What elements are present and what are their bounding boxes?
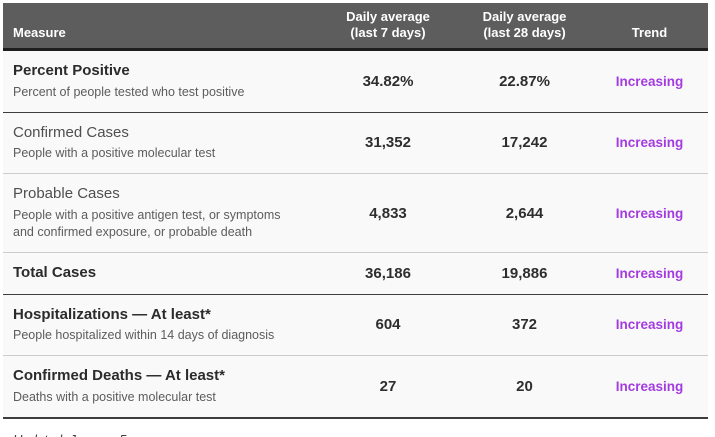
value-28day-avg: 19,886: [501, 264, 548, 282]
row-description: Deaths with a positive molecular test: [13, 389, 216, 404]
measure-cell: Confirmed Cases People with a positive m…: [3, 113, 318, 174]
measure-cell: Total Cases: [3, 253, 318, 294]
trend-value: Increasing: [615, 135, 684, 151]
value-7day-avg: 604: [375, 316, 401, 334]
measure-cell: Confirmed Deaths — At least* Deaths with…: [3, 356, 318, 417]
value-28day-avg: 22.87%: [499, 72, 550, 90]
table-body: Percent Positive Percent of people teste…: [3, 51, 708, 419]
value-28day-avg: 2,644: [505, 204, 544, 222]
table-row: Confirmed Deaths — At least* Deaths with…: [3, 356, 708, 419]
covid-stats-table: Measure Daily average (last 7 days) Dail…: [3, 3, 708, 437]
trend-value: Increasing: [615, 265, 684, 281]
value-7day-avg: 34.82%: [362, 72, 414, 90]
row-title: Confirmed Cases: [13, 123, 129, 141]
table-header-row: Measure Daily average (last 7 days) Dail…: [3, 3, 708, 51]
column-header-measure: Measure: [13, 24, 66, 40]
row-title: Total Cases: [13, 263, 97, 281]
value-7day-avg: 36,186: [365, 264, 411, 282]
row-description: Percent of people tested who test positi…: [13, 84, 245, 99]
table-row: Percent Positive Percent of people teste…: [3, 51, 708, 113]
trend-value: Increasing: [615, 205, 684, 221]
trend-value: Increasing: [615, 73, 684, 89]
row-title: Confirmed Deaths — At least*: [13, 367, 225, 385]
value-7day-avg: 4,833: [369, 204, 407, 222]
value-28day-avg: 20: [516, 377, 533, 395]
value-7day-avg: 27: [379, 377, 397, 395]
table-row: Total Cases 36,186 19,886 Increasing: [3, 252, 708, 295]
row-description: People with a positive antigen test, or …: [13, 208, 281, 239]
value-28day-avg: 372: [511, 316, 538, 334]
row-description: People hospitalized within 14 days of di…: [13, 328, 275, 343]
row-title: Percent Positive: [13, 62, 130, 79]
measure-cell: Hospitalizations — At least* People hosp…: [3, 295, 318, 356]
column-header-daily-avg-28: Daily average (last 28 days): [482, 8, 567, 40]
row-title: Hospitalizations — At least*: [13, 305, 211, 323]
row-title: Probable Cases: [13, 185, 120, 203]
row-description: People with a positive molecular test: [13, 146, 216, 161]
measure-cell: Percent Positive Percent of people teste…: [3, 51, 318, 112]
value-7day-avg: 31,352: [365, 134, 411, 152]
measure-cell: Probable Cases People with a positive an…: [3, 174, 318, 252]
value-28day-avg: 17,242: [501, 134, 548, 152]
table-row: Hospitalizations — At least* People hosp…: [3, 294, 708, 357]
trend-value: Increasing: [615, 317, 684, 333]
column-header-trend: Trend: [631, 24, 668, 40]
trend-value: Increasing: [615, 378, 684, 394]
column-header-daily-avg-7: Daily average (last 7 days): [346, 8, 430, 40]
table-row: Probable Cases People with a positive an…: [3, 174, 708, 253]
table-row: Confirmed Cases People with a positive m…: [3, 112, 708, 175]
updated-note: Updated: January 5: [3, 419, 708, 437]
